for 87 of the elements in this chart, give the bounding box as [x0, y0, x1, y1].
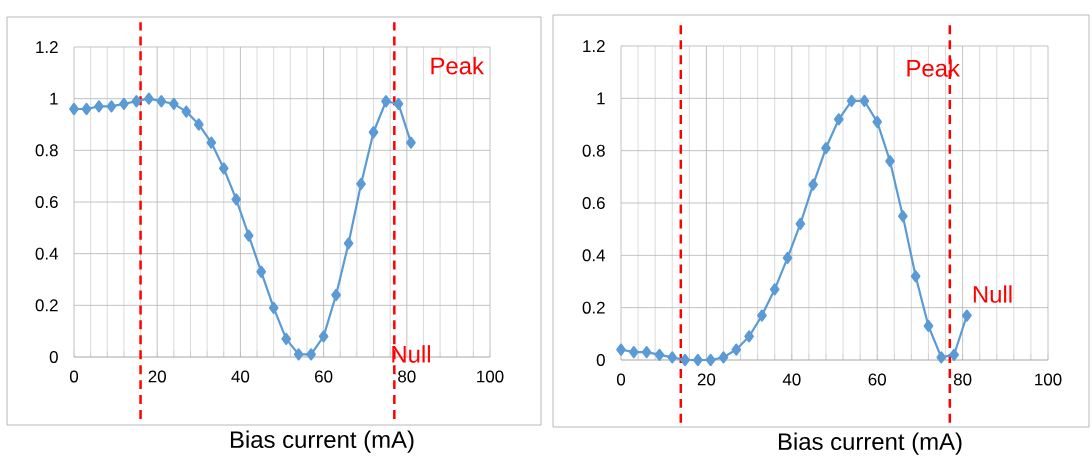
y-tick-label: 0: [596, 354, 605, 366]
point: [318, 330, 329, 343]
point: [243, 229, 254, 242]
point: [406, 136, 416, 149]
point: [131, 95, 142, 108]
x-tick-label: 60: [315, 370, 333, 383]
y-tick-label: 0.2: [35, 299, 58, 312]
point: [667, 351, 678, 364]
x-tick-label: 20: [148, 370, 166, 383]
annotation: Peak: [907, 59, 960, 77]
point: [731, 343, 742, 356]
point: [356, 177, 366, 190]
x-tick-label: 60: [868, 373, 886, 386]
point: [368, 126, 379, 139]
point: [256, 265, 267, 278]
point: [106, 100, 117, 113]
y-tick-label: 0.4: [35, 247, 59, 260]
point: [680, 353, 690, 367]
point: [859, 94, 870, 108]
y-tick-label: 1: [50, 92, 58, 105]
x-tick-label: 0: [616, 373, 626, 386]
point: [718, 351, 729, 364]
point: [885, 155, 895, 168]
y-tick-label: 0.8: [582, 144, 605, 157]
point: [757, 309, 767, 322]
point: [693, 353, 703, 367]
x-tick-label: 80: [953, 373, 972, 386]
y-tick-label: 1.2: [36, 41, 58, 53]
x-axis-title: Bias current (mA): [230, 430, 414, 453]
point: [628, 346, 639, 359]
point: [641, 346, 652, 359]
point: [910, 270, 921, 283]
point: [306, 348, 316, 361]
annotation: Peak: [431, 56, 484, 75]
point: [343, 237, 354, 250]
point: [231, 193, 242, 206]
point: [936, 351, 947, 364]
point: [181, 105, 192, 118]
point: [897, 210, 908, 223]
y-tick-label: 1: [597, 92, 605, 105]
point: [119, 97, 129, 110]
point: [293, 348, 304, 361]
point: [821, 141, 831, 155]
point: [156, 95, 167, 108]
point: [949, 348, 959, 361]
point: [846, 94, 857, 108]
point: [808, 178, 818, 191]
x-axis-title: Bias current (mA): [778, 432, 962, 455]
point: [381, 95, 391, 108]
point: [872, 115, 883, 128]
point: [193, 118, 204, 131]
point: [654, 348, 665, 361]
point: [962, 309, 972, 322]
x-tick-label: 40: [231, 370, 250, 383]
x-tick-label: 0: [69, 370, 79, 383]
point: [169, 97, 179, 110]
y-tick-label: 1.2: [583, 40, 605, 52]
point: [616, 343, 626, 356]
point: [769, 283, 780, 296]
point: [744, 330, 754, 343]
point: [81, 102, 92, 116]
y-tick-label: 0.6: [35, 196, 58, 208]
point: [94, 100, 104, 113]
point: [705, 353, 716, 367]
point: [268, 301, 279, 314]
y-tick-label: 0.2: [582, 301, 605, 314]
annotation: Null: [973, 285, 1012, 303]
y-tick-label: 0.8: [35, 144, 58, 157]
y-tick-label: 0.4: [582, 249, 606, 262]
point: [218, 162, 229, 175]
point: [281, 332, 291, 345]
point: [795, 217, 806, 231]
x-tick-label: 100: [1035, 373, 1062, 386]
y-tick-label: 0: [49, 351, 58, 363]
x-tick-label: 80: [398, 370, 416, 383]
point: [923, 319, 934, 333]
x-tick-label: 20: [697, 373, 716, 386]
point: [331, 288, 341, 302]
x-tick-label: 100: [477, 370, 504, 383]
point: [782, 251, 793, 265]
point: [206, 136, 217, 149]
point: [393, 97, 404, 110]
point: [833, 113, 844, 126]
point: [144, 92, 154, 105]
x-tick-label: 40: [782, 373, 801, 386]
point: [69, 102, 79, 116]
y-tick-label: 0.6: [582, 197, 605, 209]
